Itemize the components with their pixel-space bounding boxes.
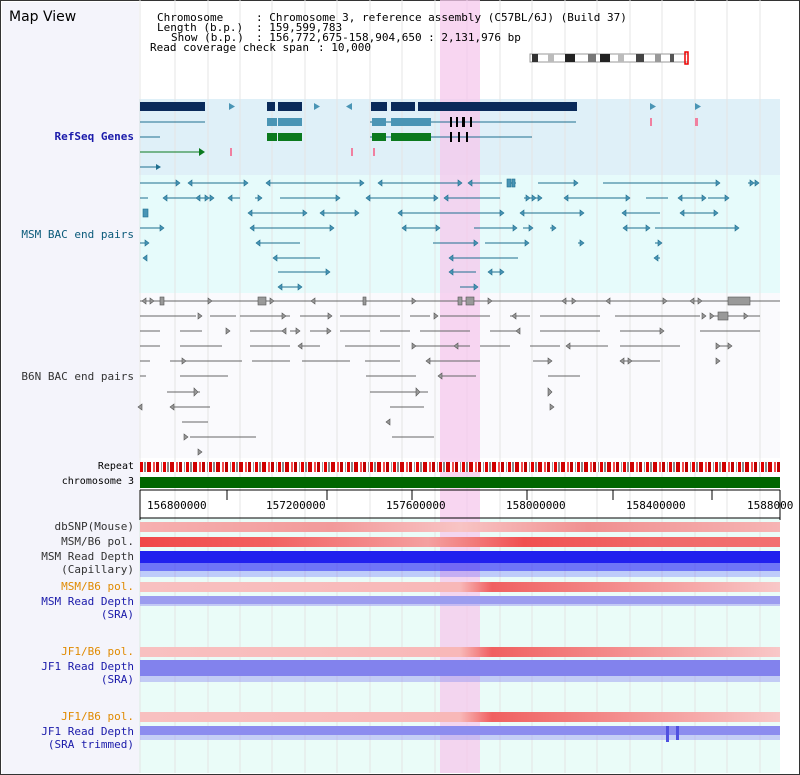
label-msm-read-depth-cap-sub: (Capillary) — [61, 563, 134, 576]
refseq-gene-models[interactable] — [140, 102, 701, 170]
jf1-read-depth-sra-trimmed[interactable] — [140, 726, 780, 742]
length-key: Length (b.p.) — [157, 21, 244, 34]
label-dbsnp[interactable]: dbSNP(Mouse) — [54, 520, 134, 533]
coverage-value: : 10,000 — [318, 41, 371, 54]
axis-tick-label: 1588000 — [747, 499, 794, 512]
show-value: : 156,772,675-158,904,650 : 2,131,976 bp — [256, 31, 521, 44]
label-jf1-read-depth-sra[interactable]: JF1 Read Depth — [41, 660, 134, 673]
label-b6n-bac[interactable]: B6N BAC end pairs — [21, 370, 134, 383]
selection-highlight[interactable] — [440, 0, 480, 773]
msm-bac-pairs[interactable] — [140, 182, 758, 288]
label-jf1-read-depth-trimmed-sub: (SRA trimmed) — [47, 738, 134, 751]
label-msm-b6-pol-2[interactable]: MSM/B6 pol. — [61, 580, 134, 593]
chromosome-value: : Chromosome 3, reference assembly (C57B… — [256, 11, 627, 24]
msm-b6-pol-track-2[interactable] — [140, 582, 780, 592]
axis-tick-label: 158000000 — [506, 499, 566, 512]
label-msm-read-depth-cap[interactable]: MSM Read Depth — [41, 550, 134, 563]
axis-tick-label: 158400000 — [626, 499, 686, 512]
label-jf1-b6-pol-1[interactable]: JF1/B6 pol. — [61, 645, 134, 658]
msm-bac-end-markers — [142, 178, 760, 291]
jf1-read-depth-sra[interactable] — [140, 660, 780, 682]
b6n-bac-pairs[interactable] — [140, 300, 780, 438]
repeat-track[interactable] — [140, 462, 780, 472]
jf1-b6-pol-track-1[interactable] — [140, 647, 780, 657]
position-axis — [139, 489, 781, 520]
msm-read-depth-sra[interactable] — [140, 596, 780, 606]
chromosome-key: Chromosome — [157, 11, 224, 24]
axis-tick-label: 157600000 — [386, 499, 446, 512]
msm-b6-pol-track-1[interactable] — [140, 537, 780, 547]
label-msm-read-depth-sra[interactable]: MSM Read Depth — [41, 595, 134, 608]
length-value: : 159,599,783 — [256, 21, 343, 34]
chromosome-bar[interactable] — [140, 477, 780, 488]
msm-read-depth-capillary[interactable] — [140, 551, 780, 577]
label-jf1-read-depth-trimmed[interactable]: JF1 Read Depth — [41, 725, 134, 738]
label-refseq-genes[interactable]: RefSeq Genes — [54, 130, 134, 143]
jf1-b6-pol-track-2[interactable] — [140, 712, 780, 722]
coverage-key: Read coverage check span — [150, 41, 309, 54]
label-repeat[interactable]: Repeat — [97, 461, 134, 472]
label-msm-b6-pol-1[interactable]: MSM/B6 pol. — [61, 535, 134, 548]
dbsnp-track[interactable] — [140, 522, 780, 532]
axis-tick-label: 156800000 — [147, 499, 207, 512]
label-jf1-b6-pol-2[interactable]: JF1/B6 pol. — [61, 710, 134, 723]
label-chromosome[interactable]: chromosome 3 — [61, 476, 134, 487]
label-msm-read-depth-sra-sub: (SRA) — [100, 608, 134, 621]
show-key: Show (b.p.) — [171, 31, 244, 44]
label-jf1-read-depth-sra-sub: (SRA) — [100, 673, 134, 686]
track-label-panel — [2, 2, 139, 774]
chromosome-ideogram[interactable] — [529, 51, 689, 65]
label-msm-bac[interactable]: MSM BAC end pairs — [21, 228, 134, 241]
b6n-bac-end-markers — [137, 296, 751, 456]
axis-tick-label: 157200000 — [266, 499, 326, 512]
map-view-title: Map View — [9, 9, 77, 25]
